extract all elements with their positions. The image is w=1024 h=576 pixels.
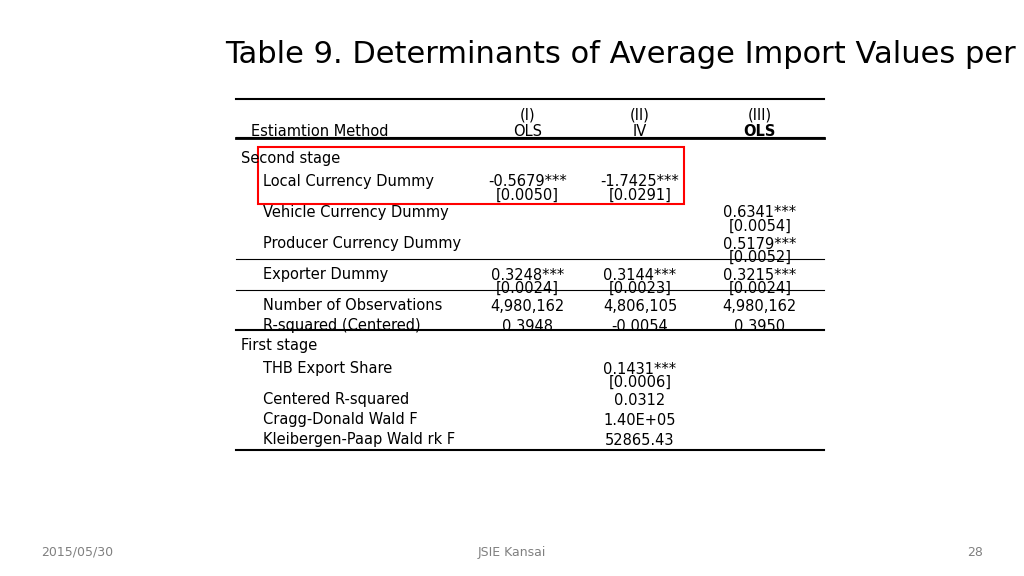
Text: 0.0312: 0.0312 [614,393,666,408]
Text: Centered R-squared: Centered R-squared [263,392,410,407]
Text: JSIE Kansai: JSIE Kansai [478,545,546,559]
Text: Producer Currency Dummy: Producer Currency Dummy [263,236,461,251]
Text: OLS: OLS [743,124,776,139]
Text: OLS: OLS [513,124,542,139]
Text: [0.0023]: [0.0023] [608,281,672,296]
Text: 28: 28 [967,545,983,559]
Text: Cragg-Donald Wald F: Cragg-Donald Wald F [263,412,418,427]
Text: 4,806,105: 4,806,105 [603,299,677,314]
Text: [0.0006]: [0.0006] [608,375,672,390]
Text: 0.1431***: 0.1431*** [603,362,677,377]
Text: 2015/05/30: 2015/05/30 [41,545,113,559]
Text: THB Export Share: THB Export Share [263,361,392,376]
Text: IV: IV [633,124,647,139]
Text: 4,980,162: 4,980,162 [723,299,797,314]
Text: First stage: First stage [241,338,316,353]
Text: 0.3948: 0.3948 [502,319,553,334]
Text: [0.0050]: [0.0050] [496,187,559,202]
Text: 0.3950: 0.3950 [734,319,785,334]
Text: -1.7425***: -1.7425*** [601,174,679,189]
Text: Table 9. Determinants of Average Import Values per Shipment: Table 9. Determinants of Average Import … [225,40,1024,69]
Text: 0.5179***: 0.5179*** [723,237,797,252]
Text: [0.0054]: [0.0054] [728,219,792,234]
Text: Second stage: Second stage [241,151,340,166]
Text: [0.0052]: [0.0052] [728,250,792,265]
Text: 0.3144***: 0.3144*** [603,268,677,283]
Text: 52865.43: 52865.43 [605,433,675,448]
Text: Vehicle Currency Dummy: Vehicle Currency Dummy [263,205,449,220]
Text: -0.0054: -0.0054 [611,319,669,334]
Text: R-squared (Centered): R-squared (Centered) [263,319,421,334]
Text: Number of Observations: Number of Observations [263,298,442,313]
Text: 0.6341***: 0.6341*** [723,206,797,221]
Text: Estiamtion Method: Estiamtion Method [251,124,388,139]
Text: [0.0291]: [0.0291] [608,187,672,202]
Text: (III): (III) [748,108,772,123]
Text: [0.0024]: [0.0024] [496,281,559,296]
Text: 0.3215***: 0.3215*** [723,268,797,283]
Text: 0.3248***: 0.3248*** [490,268,564,283]
Text: 4,980,162: 4,980,162 [490,299,564,314]
Text: 1.40E+05: 1.40E+05 [604,412,676,427]
Text: (II): (II) [630,108,650,123]
Text: Local Currency Dummy: Local Currency Dummy [263,173,434,188]
Text: (I): (I) [519,108,536,123]
Text: [0.0024]: [0.0024] [728,281,792,296]
Text: Kleibergen-Paap Wald rk F: Kleibergen-Paap Wald rk F [263,432,456,447]
Text: -0.5679***: -0.5679*** [488,174,566,189]
Text: Exporter Dummy: Exporter Dummy [263,267,388,282]
